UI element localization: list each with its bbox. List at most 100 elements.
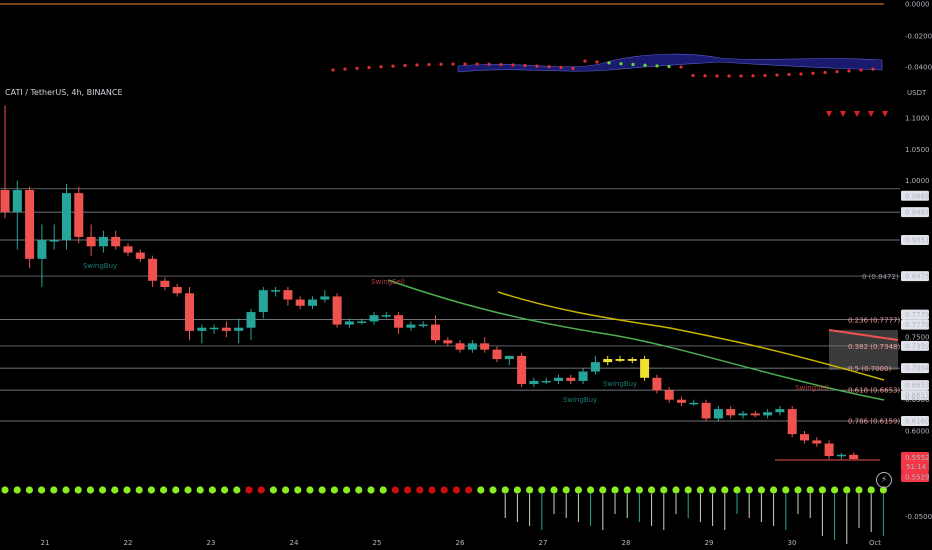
price-axis-label: 0.6653 — [905, 392, 930, 400]
candle-body — [12, 189, 22, 212]
oscillator-dot — [859, 68, 863, 72]
trend-dot — [416, 486, 424, 494]
signal-dots — [1, 486, 888, 544]
candle-body — [541, 380, 551, 383]
candle-body — [677, 399, 686, 403]
oscillator-dot — [715, 74, 719, 78]
oscillator-dot — [631, 62, 635, 67]
trend-dot — [160, 486, 168, 494]
current-price-badge — [901, 452, 929, 472]
price-axis-label: 1.0500 — [905, 146, 930, 154]
oscillator-dot — [427, 62, 431, 67]
trend-dot — [501, 486, 509, 494]
price-axis-label: 0.7779 — [905, 311, 930, 319]
countdown-label: 51:14 — [906, 463, 927, 471]
time-axis-label: Oct — [869, 539, 881, 547]
trend-dot — [13, 486, 21, 494]
candle-body — [209, 327, 219, 330]
trend-dot — [855, 486, 863, 494]
fib-level-label: 0 (0.8472) — [862, 273, 899, 281]
oscillator-dot — [475, 62, 479, 66]
candle-body — [738, 413, 748, 416]
price-tag-bg — [901, 363, 929, 374]
sell-arrow-icon — [826, 111, 832, 117]
low-price-badge — [901, 472, 929, 482]
trend-dot — [635, 486, 644, 494]
fibonacci-retracement[interactable]: 0 (0.8472) 0.236 (0.7777) 0.382 (0.7348) 0.… — [828, 273, 900, 426]
trend-dot — [86, 486, 94, 494]
oscillator-dot — [703, 74, 707, 78]
oscillator-dot — [583, 59, 587, 63]
trend-dot — [440, 486, 448, 494]
candle-body — [283, 290, 293, 300]
signal-label: SwingBuy — [563, 396, 597, 404]
trend-dot — [74, 486, 82, 494]
trend-dot — [123, 486, 131, 494]
candlesticks[interactable]: SwingBuy SwingBuy SwingBuy SwingSell SwingSe… — [0, 105, 889, 460]
trend-dot — [221, 486, 229, 494]
oscillator-dot — [775, 73, 779, 77]
candle-body — [197, 327, 207, 331]
trend-dot — [172, 486, 180, 494]
price-axis-label: 1.0000 — [905, 177, 930, 185]
lightning-icon[interactable]: ⚡ — [876, 472, 892, 488]
trend-dot — [879, 486, 888, 494]
sell-arrow-icon — [868, 111, 874, 117]
candle-body — [492, 349, 502, 360]
oscillator-dot — [343, 67, 347, 71]
trend-dot — [99, 486, 107, 494]
candle-body — [824, 443, 834, 457]
trend-dot — [831, 486, 839, 494]
trend-dot — [147, 486, 155, 494]
trend-dot — [428, 486, 436, 494]
oscillator-dot — [535, 64, 539, 68]
trend-dot — [550, 486, 558, 494]
trend-dot — [306, 486, 314, 494]
price-tag-bg — [901, 235, 929, 246]
candle-body — [615, 359, 625, 361]
vol-axis-label: -0.0500 — [905, 513, 932, 521]
signal-label: SwingBuy — [603, 380, 637, 388]
trend-dot — [111, 486, 119, 494]
oscillator-dot — [355, 66, 359, 70]
price-tag-bg — [901, 309, 929, 320]
trend-dot — [465, 486, 473, 494]
fib-level-label: 0.786 (0.6159) — [848, 418, 900, 426]
oscillator-dot — [511, 63, 515, 67]
candle-body — [701, 402, 711, 419]
trend-dot — [672, 486, 680, 494]
oscillator-dot — [619, 62, 623, 66]
candle-body — [357, 321, 367, 323]
current-price-label: 0.5552 — [905, 454, 930, 462]
trend-dot — [25, 486, 33, 494]
price-axis-label: 0.6500 — [905, 396, 930, 404]
trend-dot — [867, 486, 875, 494]
oscillator-dot — [547, 65, 551, 69]
trend-dot — [269, 486, 277, 494]
currency-label: USDT — [907, 89, 927, 97]
trend-dot — [135, 486, 143, 494]
price-axis[interactable]: 0.0000 -0.0200 -0.0400 -0.0500 USDT 1.1000 1.0… — [901, 1, 932, 522]
price-axis-label: 1.1000 — [905, 115, 930, 123]
candle-body — [369, 315, 379, 322]
oscillator-dot — [787, 72, 791, 77]
signal-label: SwingSell — [795, 384, 829, 392]
symbol-legend: CATI / TetherUS, 4h, BINANCE — [5, 88, 123, 97]
time-axis-label: 22 — [124, 539, 133, 547]
candle-body — [431, 324, 440, 341]
candle-body — [726, 409, 736, 416]
trend-dot — [526, 486, 534, 494]
time-axis[interactable]: 21 22 23 24 25 26 27 28 29 30 Oct — [41, 539, 882, 547]
candle-body — [467, 343, 477, 350]
trend-dot — [330, 486, 338, 494]
oscillator-dot — [607, 61, 611, 65]
trend-dot — [404, 486, 412, 494]
oscillator-dot — [799, 72, 803, 76]
candle-body — [566, 377, 576, 381]
oscillator-dot — [835, 70, 839, 74]
oscillator-dot — [439, 62, 443, 66]
oscillator-dot — [751, 74, 755, 78]
candle-body — [652, 377, 662, 391]
trend-dot — [257, 486, 265, 494]
